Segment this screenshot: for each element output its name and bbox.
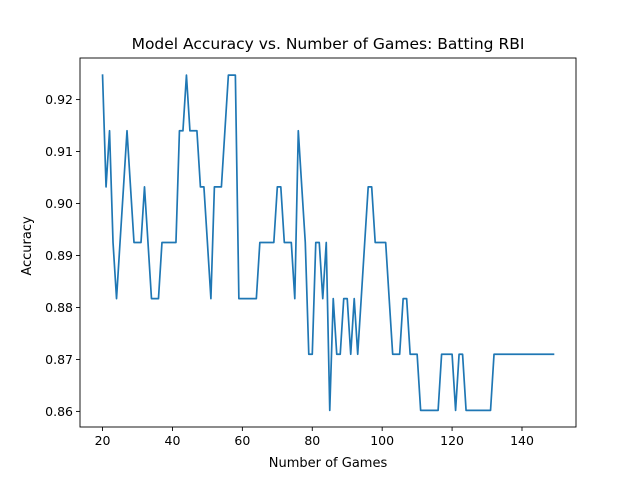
y-tick-label: 0.89 [45, 248, 73, 263]
y-tick-label: 0.92 [45, 92, 73, 107]
y-tick-label: 0.90 [45, 196, 73, 211]
plot-frame [79, 57, 577, 428]
chart-title: Model Accuracy vs. Number of Games: Batt… [132, 35, 525, 53]
y-tick-label: 0.86 [45, 404, 73, 419]
y-tick-label: 0.88 [45, 300, 73, 315]
y-axis: 0.86 0.87 0.88 0.89 0.90 0.91 0.92 [45, 92, 80, 419]
x-tick-label: 80 [304, 433, 320, 448]
plot-area [79, 57, 577, 428]
x-tick-label: 40 [165, 433, 181, 448]
x-axis: 20 40 60 80 100 120 140 [95, 427, 534, 448]
y-tick-label: 0.87 [45, 352, 73, 367]
x-axis-label: Number of Games [269, 456, 388, 471]
y-tick-label: 0.91 [45, 144, 73, 159]
y-axis-label: Accuracy [20, 216, 35, 276]
x-tick-label: 140 [510, 433, 534, 448]
x-tick-label: 120 [440, 433, 464, 448]
x-tick-label: 100 [370, 433, 394, 448]
x-tick-label: 20 [95, 433, 111, 448]
series-line-0 [101, 74, 555, 412]
x-tick-label: 60 [234, 433, 250, 448]
